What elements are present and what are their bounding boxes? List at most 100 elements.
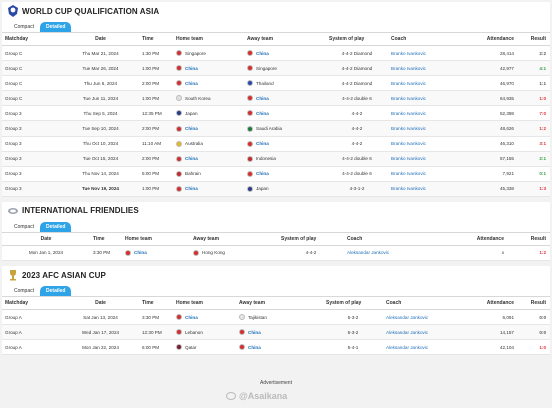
col-away-team[interactable]: Away team [236, 296, 323, 311]
away-team[interactable]: China [247, 110, 326, 117]
home-team[interactable]: Australia [176, 140, 244, 147]
col-coach[interactable]: Coach [344, 231, 466, 246]
col-home-team[interactable]: Home team [122, 231, 190, 246]
result-link[interactable]: 7:0 [518, 105, 550, 122]
table-row[interactable]: Group 3 Tue Nov 19, 2024 1:00 PM China Japan… [2, 181, 550, 197]
col-result[interactable]: Result [518, 296, 550, 311]
home-team[interactable]: China [176, 185, 244, 192]
col-away-team[interactable]: Away team [244, 32, 326, 46]
tab-compact[interactable]: Compact [14, 223, 35, 230]
coach-link[interactable]: Aleksandar Jankovic [383, 309, 483, 326]
result-link[interactable]: 1:1 [518, 75, 550, 92]
coach-link[interactable]: Aleksandar Jankovic [383, 324, 483, 341]
away-team[interactable]: China [247, 50, 326, 57]
result-link[interactable]: 0:0 [518, 324, 550, 341]
table-row[interactable]: Group 3 Thu Nov 14, 2024 5:00 PM Bahrain Chi… [2, 166, 550, 182]
table-row[interactable]: Group A Wed Jan 17, 2024 12:30 PM Lebanon Ch… [2, 324, 550, 341]
result-link[interactable]: 3:1 [518, 136, 550, 152]
table-row[interactable]: Group C Thu Jun 6, 2024 2:00 PM China Thaila… [2, 75, 550, 92]
away-team[interactable]: China [239, 344, 323, 351]
col-system[interactable]: System of play [278, 231, 344, 246]
col-attendance[interactable]: Attendance [476, 32, 518, 46]
tab-detailed[interactable]: Detailed [40, 22, 72, 32]
table-row[interactable]: Mon Jan 1, 2024 3:30 PM China Hong Kong 4-4-… [2, 245, 550, 262]
result-link[interactable]: 0:1 [518, 166, 550, 182]
table-row[interactable]: Group A Sat Jan 13, 2024 3:30 PM China Tajik… [2, 309, 550, 326]
away-team[interactable]: China [247, 140, 326, 147]
home-team[interactable]: China [176, 65, 244, 72]
col-home-team[interactable]: Home team [173, 32, 244, 46]
col-time[interactable]: Time [139, 296, 173, 311]
coach-link[interactable]: Aleksandar Jankovic [383, 339, 483, 356]
result-link[interactable]: 1:3 [518, 181, 550, 197]
table-row[interactable]: Group 3 Thu Oct 10, 2024 11:10 AM Australia… [2, 136, 550, 152]
tab-compact[interactable]: Compact [14, 24, 35, 30]
result-link[interactable]: 1:0 [518, 90, 550, 107]
col-date[interactable]: Date [2, 231, 90, 246]
col-attendance[interactable]: Attendance [466, 231, 508, 246]
col-system[interactable]: System of play [323, 296, 383, 311]
away-team[interactable]: Indonesia [247, 155, 326, 162]
col-matchday[interactable]: Matchday [2, 296, 62, 311]
col-result[interactable]: Result [508, 231, 550, 246]
result-link[interactable]: 2:1 [518, 151, 550, 167]
coach-link[interactable]: Branko Ivankovic [388, 60, 476, 77]
coach-link[interactable]: Branko Ivankovic [388, 45, 476, 62]
col-time[interactable]: Time [90, 231, 122, 246]
col-attendance[interactable]: Attendance [483, 296, 518, 311]
tab-detailed[interactable]: Detailed [40, 286, 72, 297]
away-team[interactable]: Singapore [247, 65, 326, 72]
table-row[interactable]: Group A Mon Jan 22, 2024 6:00 PM Qatar China… [2, 339, 550, 356]
away-team[interactable]: Japan [247, 185, 326, 192]
col-system[interactable]: System of play [326, 32, 388, 46]
table-row[interactable]: Group C Tue Mar 26, 2024 1:00 PM China Singa… [2, 60, 550, 77]
coach-link[interactable]: Branko Ivankovic [388, 136, 476, 152]
result-link[interactable]: 1:2 [518, 120, 550, 137]
coach-link[interactable]: Branko Ivankovic [388, 75, 476, 92]
result-link[interactable]: 1:2 [508, 245, 550, 262]
coach-link[interactable]: Branko Ivankovic [388, 90, 476, 107]
col-matchday[interactable]: Matchday [2, 32, 62, 46]
away-team[interactable]: Saudi Arabia [247, 125, 326, 132]
coach-link[interactable]: Branko Ivankovic [388, 181, 476, 197]
col-result[interactable]: Result [518, 32, 550, 46]
home-team[interactable]: China [176, 80, 244, 87]
home-team[interactable]: Singapore [176, 50, 244, 57]
away-team[interactable]: China [247, 95, 326, 102]
home-team[interactable]: Lebanon [176, 329, 236, 336]
home-team[interactable]: Bahrain [176, 170, 244, 177]
table-row[interactable]: Group 3 Tue Oct 15, 2024 2:00 PM China Indon… [2, 151, 550, 167]
away-team[interactable]: Tajikistan [239, 314, 323, 321]
coach-link[interactable]: Aleksandar Jankovic [344, 245, 466, 262]
away-team[interactable]: Thailand [247, 80, 326, 87]
home-team[interactable]: China [176, 155, 244, 162]
tab-compact[interactable]: Compact [14, 288, 35, 295]
result-link[interactable]: 1:0 [518, 339, 550, 356]
away-team[interactable]: China [239, 329, 323, 336]
table-row[interactable]: Group 3 Thu Sep 5, 2024 12:35 PM Japan China… [2, 105, 550, 122]
col-coach[interactable]: Coach [388, 32, 476, 46]
col-coach[interactable]: Coach [383, 296, 483, 311]
col-time[interactable]: Time [139, 32, 173, 46]
result-link[interactable]: 2:2 [518, 45, 550, 62]
result-link[interactable]: 4:1 [518, 60, 550, 77]
away-team[interactable]: China [247, 170, 326, 177]
coach-link[interactable]: Branko Ivankovic [388, 151, 476, 167]
col-away-team[interactable]: Away team [190, 231, 278, 246]
col-date[interactable]: Date [62, 296, 139, 311]
coach-link[interactable]: Branko Ivankovic [388, 105, 476, 122]
away-team[interactable]: Hong Kong [193, 249, 278, 256]
table-row[interactable]: Group 3 Tue Sep 10, 2024 2:00 PM China Saudi… [2, 120, 550, 137]
tab-detailed[interactable]: Detailed [40, 221, 72, 232]
table-row[interactable]: Group C Thu Mar 21, 2024 1:30 PM Singapore C… [2, 45, 550, 62]
result-link[interactable]: 0:0 [518, 309, 550, 326]
home-team[interactable]: China [176, 314, 236, 321]
home-team[interactable]: China [176, 125, 244, 132]
col-date[interactable]: Date [62, 32, 139, 46]
home-team[interactable]: Qatar [176, 344, 236, 351]
table-row[interactable]: Group C Tue Jun 11, 2024 1:00 PM South Kore… [2, 90, 550, 107]
home-team[interactable]: South Korea [176, 95, 244, 102]
coach-link[interactable]: Branko Ivankovic [388, 120, 476, 137]
home-team[interactable]: China [125, 249, 190, 256]
home-team[interactable]: Japan [176, 110, 244, 117]
